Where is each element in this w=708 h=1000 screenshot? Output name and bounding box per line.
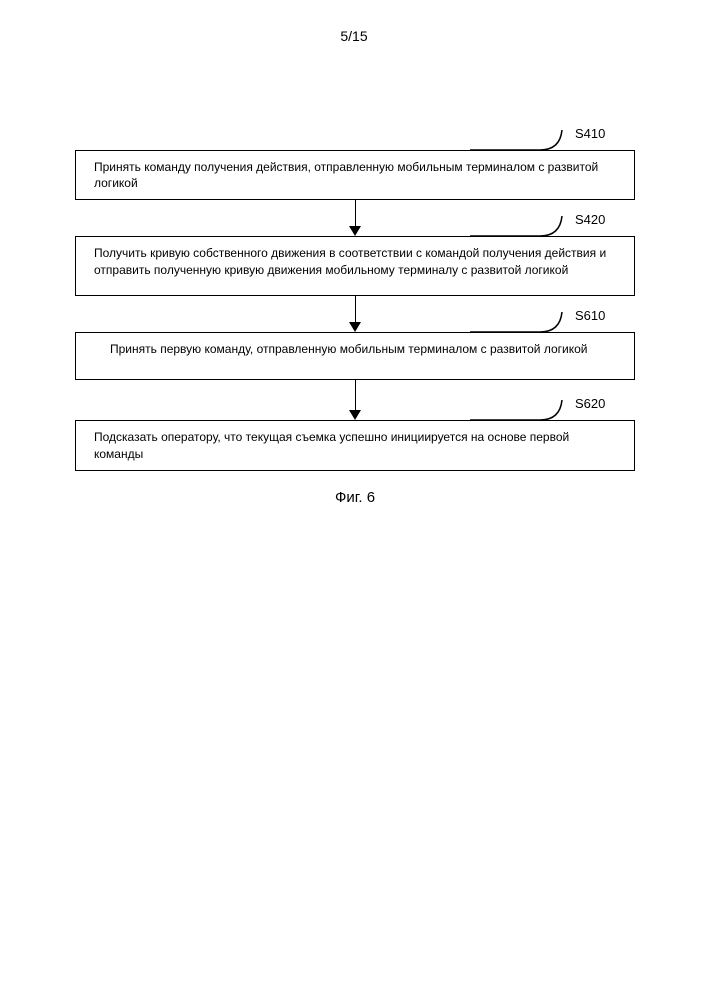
step-s420: S420 Получить кривую собственного движен… (75, 236, 635, 296)
leader-s620 (470, 398, 590, 424)
step-text-s610: Принять первую команду, отправленную моб… (110, 342, 588, 356)
figure-caption: Фиг. 6 (75, 489, 635, 506)
flowchart: S410 Принять команду получения действия,… (75, 150, 635, 506)
leader-s610 (470, 310, 590, 336)
step-box-s610: Принять первую команду, отправленную моб… (75, 332, 635, 380)
step-s620: S620 Подсказать оператору, что текущая с… (75, 420, 635, 470)
step-box-s410: Принять команду получения действия, отпр… (75, 150, 635, 200)
step-box-s420: Получить кривую собственного движения в … (75, 236, 635, 296)
page: 5/15 S410 Принять команду получения дейс… (0, 0, 708, 1000)
step-text-s410: Принять команду получения действия, отпр… (94, 160, 598, 190)
step-box-s620: Подсказать оператору, что текущая съемка… (75, 420, 635, 470)
leader-s410 (470, 128, 590, 154)
step-text-s620: Подсказать оператору, что текущая съемка… (94, 430, 569, 460)
leader-s420 (470, 214, 590, 240)
step-s610: S610 Принять первую команду, отправленну… (75, 332, 635, 380)
step-s410: S410 Принять команду получения действия,… (75, 150, 635, 200)
page-number: 5/15 (0, 28, 708, 44)
step-text-s420: Получить кривую собственного движения в … (94, 246, 606, 276)
